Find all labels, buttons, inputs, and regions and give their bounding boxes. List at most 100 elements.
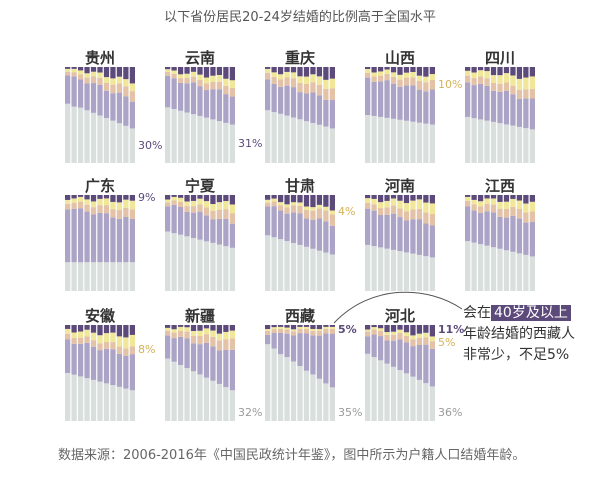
segment-age_25_34 [410, 77, 416, 86]
bar-2015 [523, 195, 529, 291]
segment-age_40_plus [371, 195, 377, 199]
stacked-bar-chart [365, 195, 435, 291]
segment-age_20_24 [84, 83, 90, 111]
segment-age_under_20 [516, 126, 523, 163]
bar-2016 [129, 67, 135, 163]
segment-age_35_39 [316, 329, 323, 332]
segment-age_40_plus [503, 67, 510, 74]
segment-age_35_39 [371, 72, 377, 77]
segment-age_under_20 [71, 374, 77, 421]
panel-title: 河南 [384, 177, 415, 195]
segment-age_20_24 [184, 338, 190, 369]
segment-age_20_24 [303, 93, 310, 122]
segment-age_25_34 [429, 213, 435, 226]
segment-age_40_plus [223, 67, 229, 79]
bar-2012 [403, 67, 410, 163]
segment-age_25_34 [103, 205, 110, 214]
segment-age_40_plus [465, 67, 471, 71]
bar-2006 [165, 195, 171, 291]
segment-age_25_34 [310, 330, 316, 336]
segment-age_35_39 [203, 328, 210, 335]
segment-age_40_plus [197, 195, 203, 199]
segment-age_25_34 [384, 73, 390, 81]
segment-age_20_24 [210, 346, 216, 381]
bar-2009 [484, 195, 490, 291]
segment-age_25_34 [265, 72, 271, 80]
segment-age_20_24 [377, 336, 384, 361]
segment-age_40_plus [129, 67, 135, 84]
bar-2011 [97, 67, 103, 163]
segment-age_40_plus [490, 67, 497, 76]
segment-age_under_20 [103, 383, 110, 421]
segment-age_under_20 [165, 231, 171, 291]
bar-2006 [65, 67, 71, 163]
segment-age_25_34 [71, 202, 77, 209]
segment-age_under_20 [290, 243, 297, 291]
panel-宁夏: 宁夏 [165, 173, 255, 313]
bar-2010 [190, 325, 197, 421]
segment-age_25_34 [65, 203, 71, 210]
segment-age_under_20 [216, 121, 223, 163]
segment-age_40_plus [77, 67, 84, 71]
segment-age_under_20 [171, 109, 177, 163]
segment-age_35_39 [303, 76, 310, 84]
segment-age_under_20 [84, 110, 90, 163]
segment-age_40_plus [171, 195, 177, 197]
segment-age_20_24 [190, 82, 197, 115]
segment-age_35_39 [210, 204, 216, 211]
segment-age_35_39 [297, 76, 303, 84]
segment-age_35_39 [90, 201, 97, 208]
segment-age_25_34 [384, 207, 390, 215]
segment-age_20_24 [229, 349, 235, 391]
segment-age_20_24 [184, 211, 190, 237]
segment-age_25_34 [190, 335, 197, 344]
annotation-line3: 非常少，不足5% [463, 347, 570, 363]
segment-age_40_plus [97, 67, 103, 73]
segment-age_25_34 [323, 88, 329, 100]
segment-age_35_39 [203, 201, 210, 208]
segment-age_20_24 [323, 333, 329, 384]
bar-2009 [284, 67, 290, 163]
segment-age_25_34 [129, 209, 135, 219]
segment-age_35_39 [423, 202, 429, 213]
bar-2013 [310, 67, 316, 163]
segment-age_40_plus [365, 325, 371, 330]
bar-2008 [277, 67, 284, 163]
segment-age_under_20 [403, 120, 410, 163]
segment-age_40_plus [123, 67, 129, 80]
segment-age_25_34 [303, 83, 310, 94]
segment-age_25_34 [484, 204, 490, 212]
segment-age_under_20 [410, 121, 416, 163]
segment-age_40_plus [429, 67, 435, 75]
bar-2008 [477, 67, 484, 163]
segment-age_under_20 [77, 262, 84, 291]
segment-age_20_24 [323, 99, 329, 127]
segment-age_25_34 [416, 337, 423, 345]
segment-age_35_39 [371, 198, 377, 205]
segment-age_35_39 [484, 71, 490, 79]
segment-age_under_20 [197, 115, 203, 163]
segment-age_under_20 [316, 378, 323, 421]
segment-age_40_plus [323, 325, 329, 327]
segment-age_25_34 [503, 208, 510, 218]
segment-age_35_39 [84, 329, 90, 337]
segment-age_20_24 [210, 89, 216, 120]
segment-age_35_39 [303, 206, 310, 210]
segment-age_25_34 [229, 87, 235, 97]
segment-age_under_20 [210, 380, 216, 421]
segment-age_40_plus [484, 67, 490, 72]
segment-age_25_34 [123, 207, 129, 217]
segment-age_35_39 [216, 202, 223, 210]
segment-age_40_plus [490, 195, 497, 199]
segment-age_20_24 [229, 96, 235, 125]
segment-age_40_plus [184, 67, 190, 74]
bar-2013 [110, 325, 116, 421]
segment-age_25_34 [529, 211, 535, 222]
segment-age_40_plus [216, 195, 223, 203]
segment-age_20_24 [197, 344, 203, 375]
annotation-prefix: 会在 [463, 305, 491, 321]
bar-2014 [416, 325, 423, 421]
segment-age_40_plus [503, 195, 510, 202]
segment-age_20_24 [229, 223, 235, 248]
segment-age_40_plus [416, 67, 423, 76]
